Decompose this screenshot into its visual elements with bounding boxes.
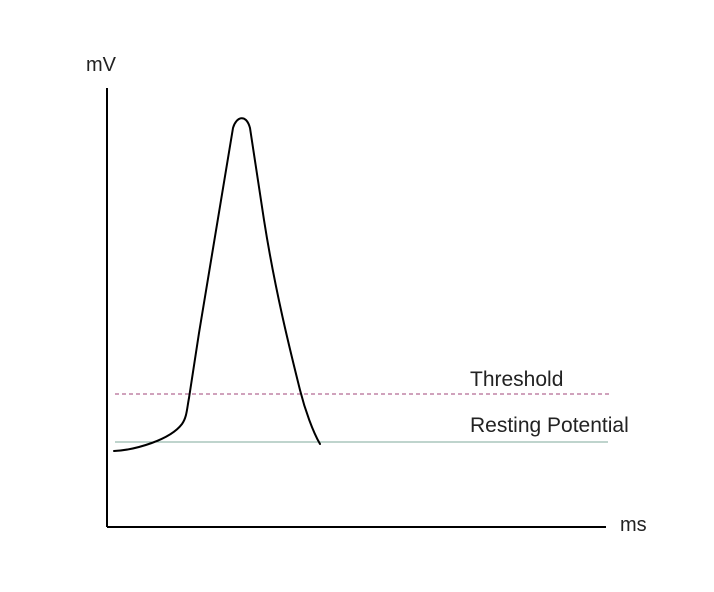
x-axis-label: ms — [620, 514, 647, 536]
action-potential-curve — [113, 117, 321, 452]
resting-potential-label: Resting Potential — [470, 414, 629, 437]
y-axis-label: mV — [86, 54, 117, 76]
threshold-label: Threshold — [470, 368, 563, 391]
